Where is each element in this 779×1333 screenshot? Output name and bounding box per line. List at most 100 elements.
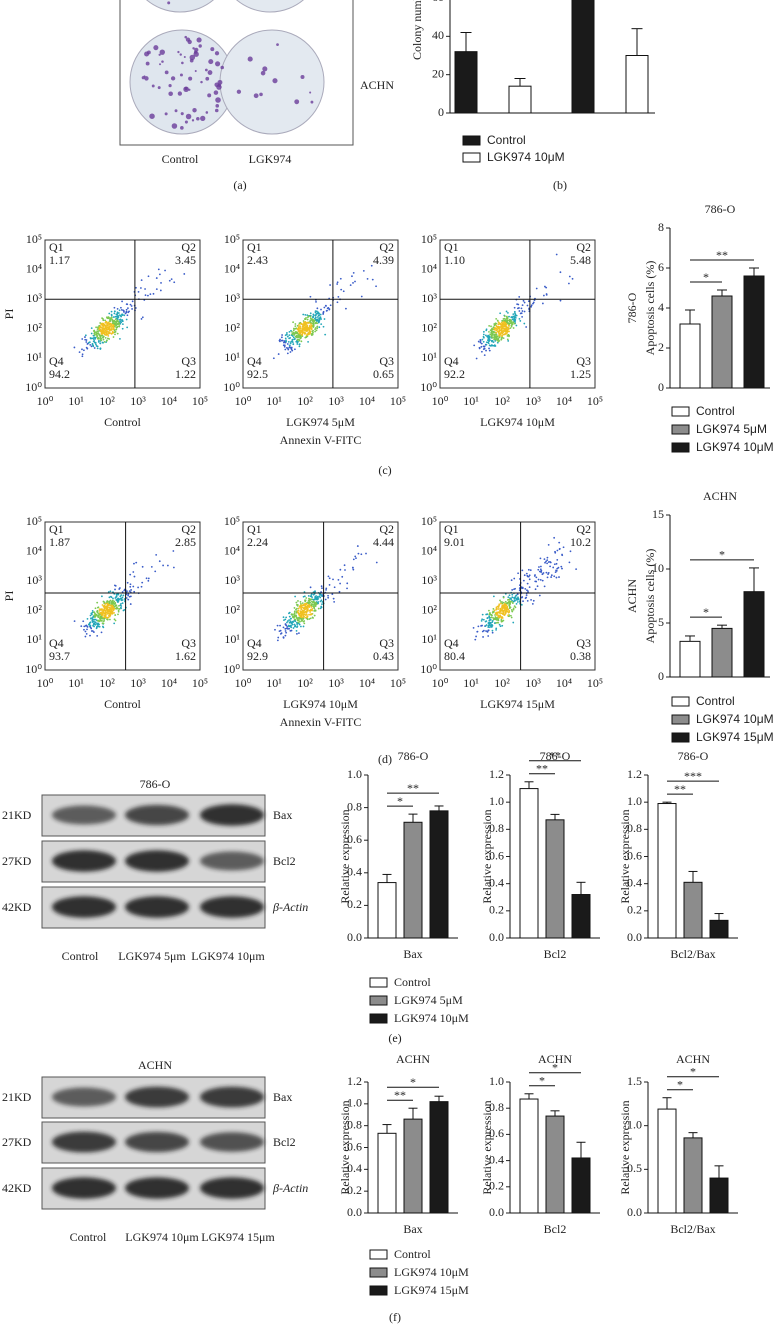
event-dot [491,335,494,337]
event-dot [114,318,117,321]
event-dot [541,573,544,576]
event-dot [166,564,169,567]
event-dot [518,310,521,312]
y-tick-label: 0.6 [347,832,362,846]
event-dot [525,594,528,597]
event-dot [497,606,500,608]
event-dot [286,332,288,334]
event-dot [114,597,117,599]
y-tick-label: 10⁵ [224,232,240,246]
quadrant-name: Q3 [379,354,394,368]
event-dot [511,596,514,599]
blot-band [52,896,116,918]
chart-title: ACHN [676,1052,710,1066]
bar [743,275,765,389]
event-dot [506,338,509,341]
event-dot [500,602,502,605]
legend-swatch [369,1285,388,1296]
event-dot [515,598,518,601]
event-dot [488,347,490,350]
event-dot [309,586,312,589]
event-dot [287,347,289,350]
event-dot [103,619,106,621]
event-dot [101,604,104,606]
event-dot [137,586,140,589]
event-dot [135,561,138,564]
event-dot [104,333,107,336]
event-dot [481,618,484,621]
size-label: 27KD [2,854,32,868]
event-dot [89,624,92,627]
event-dot [118,319,121,321]
event-dot [132,571,135,573]
quadrant-name: Q4 [49,354,64,368]
size-label: 27KD [2,1135,32,1149]
event-dot [313,602,316,604]
event-dot [172,550,175,552]
event-dot [307,322,309,325]
blot-band [52,1087,116,1107]
event-dot [294,615,296,618]
event-dot [547,573,549,575]
event-dot [303,611,305,614]
x-tick-label: 10⁵ [587,676,603,690]
event-dot [526,599,529,602]
event-dot [322,313,325,315]
event-dot [304,318,307,321]
event-dot [299,625,302,628]
event-dot [336,283,339,285]
event-dot [520,603,523,606]
event-dot [102,319,105,322]
event-dot [488,626,491,629]
x-tick-label: 10¹ [266,394,282,408]
event-dot [302,604,305,607]
y-tick-label: 0.0 [627,1205,642,1219]
event-dot [118,309,121,312]
quadrant-value: 0.65 [373,367,394,381]
event-dot [511,589,514,591]
event-dot [482,618,485,621]
y-tick-label: 1.2 [347,1074,362,1088]
event-dot [538,566,540,568]
event-dot [91,342,94,345]
event-dot [316,327,319,330]
event-dot [499,312,502,315]
event-dot [523,301,526,304]
y-axis-label: ACHN [625,579,639,613]
event-dot [535,287,538,290]
event-dot [129,573,132,576]
event-dot [127,311,130,314]
event-dot [544,561,546,564]
quadrant-name: Q1 [247,240,262,254]
event-dot [284,623,287,625]
event-dot [501,624,504,627]
event-dot [114,315,117,318]
event-dot [279,340,281,343]
event-dot [498,623,501,626]
event-dot [137,290,140,293]
quadrant-value: 10.2 [570,535,591,549]
event-dot [362,270,365,272]
event-dot [514,606,517,609]
event-dot [121,602,124,605]
event-dot [482,333,485,336]
event-dot [546,576,549,579]
colony [215,97,221,103]
quadrant-name: Q3 [576,636,591,650]
event-dot [97,336,100,339]
event-dot [311,616,314,619]
event-dot [272,357,275,360]
colony [204,68,208,72]
event-dot [337,295,340,298]
event-dot [296,625,299,628]
event-dot [309,312,312,315]
event-dot [112,336,115,338]
event-dot [512,608,515,611]
event-dot [127,594,130,597]
event-dot [509,614,512,617]
event-dot [82,620,85,623]
event-dot [84,635,87,638]
legend-label: Control [696,694,735,708]
event-dot [131,300,134,303]
event-dot [121,300,123,303]
